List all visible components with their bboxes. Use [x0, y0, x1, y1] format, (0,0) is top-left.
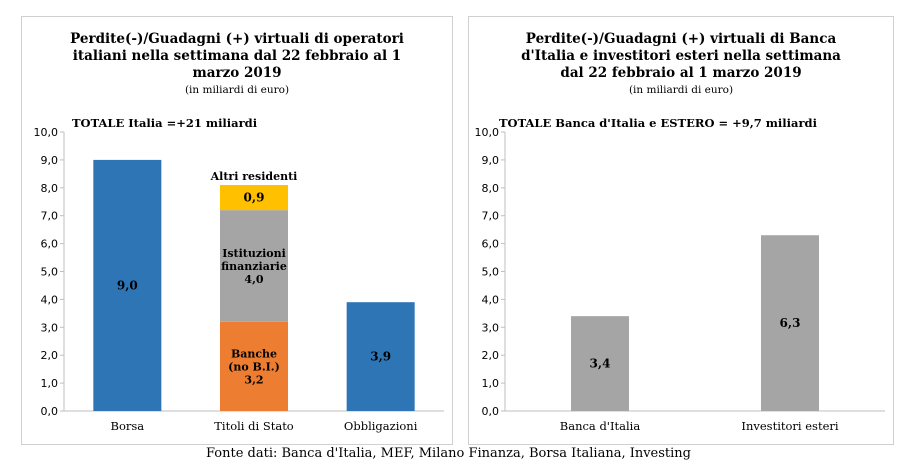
y-tick-label: 10,0 — [475, 126, 500, 139]
data-label-line: Banche — [231, 347, 277, 360]
chart-title: Perdite(-)/Guadagni (+) virtuali di oper… — [22, 31, 452, 82]
y-tick-label: 3,0 — [482, 321, 500, 334]
data-label-line: (no B.I.) — [228, 360, 280, 373]
y-tick-label: 6,0 — [41, 238, 59, 251]
y-tick-label: 5,0 — [482, 266, 500, 279]
y-tick-label: 7,0 — [41, 210, 59, 223]
y-tick-label: 1,0 — [41, 377, 59, 390]
y-tick-label: 9,0 — [41, 154, 59, 167]
y-tick-label: 3,0 — [41, 321, 59, 334]
bar-segment — [346, 302, 415, 411]
y-tick-label: 2,0 — [41, 349, 59, 362]
y-tick-label: 0,0 — [482, 405, 500, 418]
y-tick-label: 5,0 — [41, 266, 59, 279]
source-note: Fonte dati: Banca d'Italia, MEF, Milano … — [205, 446, 691, 461]
x-category-label: Investitori esteri — [741, 419, 838, 433]
data-label: Banche (no B.I.) 3,2 — [228, 347, 280, 386]
y-tick-label: 2,0 — [482, 349, 500, 362]
chart-unit-note: (in miliardi di euro) — [184, 84, 290, 96]
data-label-line: 3,2 — [244, 373, 263, 386]
bar-segment — [220, 210, 288, 322]
bar — [761, 235, 819, 411]
bar-segment — [220, 321, 288, 411]
x-category-label: Titoli di Stato — [214, 419, 294, 433]
x-category-label: Obbligazioni — [344, 419, 418, 433]
bar-segment — [220, 185, 288, 211]
chart-unit-note: (in miliardi di euro) — [628, 84, 734, 96]
title-line: d'Italia e investitori esteri nella sett… — [521, 48, 841, 64]
y-tick-label: 6,0 — [482, 238, 500, 251]
data-label-line: Istituzioni — [222, 247, 286, 260]
y-tick-label: 7,0 — [482, 210, 500, 223]
y-tick-label: 4,0 — [41, 293, 59, 306]
chart-total-label: TOTALE Banca d'Italia e ESTERO = +9,7 mi… — [499, 116, 817, 130]
x-category-label: Borsa — [111, 419, 145, 433]
y-tick-label: 8,0 — [41, 182, 59, 195]
data-label: 0,9 — [244, 191, 265, 205]
title-line: Perdite(-)/Guadagni (+) virtuali di oper… — [70, 31, 404, 47]
y-tick-label: 8,0 — [482, 182, 500, 195]
data-label: 9,0 — [117, 278, 138, 292]
title-line: italiani nella settimana dal 22 febbraio… — [72, 48, 402, 64]
x-category-label: Banca d'Italia — [560, 419, 641, 433]
segment-name-label: Altri residenti — [210, 170, 298, 183]
y-tick-label: 9,0 — [482, 154, 500, 167]
data-label-line: 4,0 — [244, 273, 263, 286]
title-line: Perdite(-)/Guadagni (+) virtuali di Banc… — [525, 31, 837, 47]
data-label: 6,3 — [780, 316, 801, 330]
data-label: 3,9 — [370, 350, 391, 364]
chart-panel-italia: Perdite(-)/Guadagni (+) virtuali di oper… — [21, 16, 453, 445]
data-label-line: finanziarie — [221, 260, 287, 273]
chart-title: Perdite(-)/Guadagni (+) virtuali di Banc… — [469, 31, 893, 82]
y-tick-label: 10,0 — [34, 126, 59, 139]
bar-segment — [93, 159, 162, 411]
y-tick-label: 1,0 — [482, 377, 500, 390]
chart-italia: 0,0 1,0 2,0 3,0 4,0 5,0 6,0 7,0 8,0 9,0 10,0 9,0 Bor… — [34, 126, 444, 433]
y-tick-label: 4,0 — [482, 293, 500, 306]
chart-panel-estero: Perdite(-)/Guadagni (+) virtuali di Banc… — [468, 16, 894, 445]
data-label: Istituzioni finanziarie 4,0 — [221, 247, 287, 286]
y-tick-label: 0,0 — [41, 405, 59, 418]
title-line: marzo 2019 — [192, 65, 282, 81]
title-line: dal 22 febbraio al 1 marzo 2019 — [560, 65, 802, 81]
data-label: 3,4 — [590, 357, 611, 371]
chart-total-label: TOTALE Italia =+21 miliardi — [72, 116, 258, 130]
chart-estero: 0,0 1,0 2,0 3,0 4,0 5,0 6,0 7,0 8,0 9,0 10,0 3,4 Ban… — [475, 126, 885, 433]
bar — [571, 316, 629, 411]
